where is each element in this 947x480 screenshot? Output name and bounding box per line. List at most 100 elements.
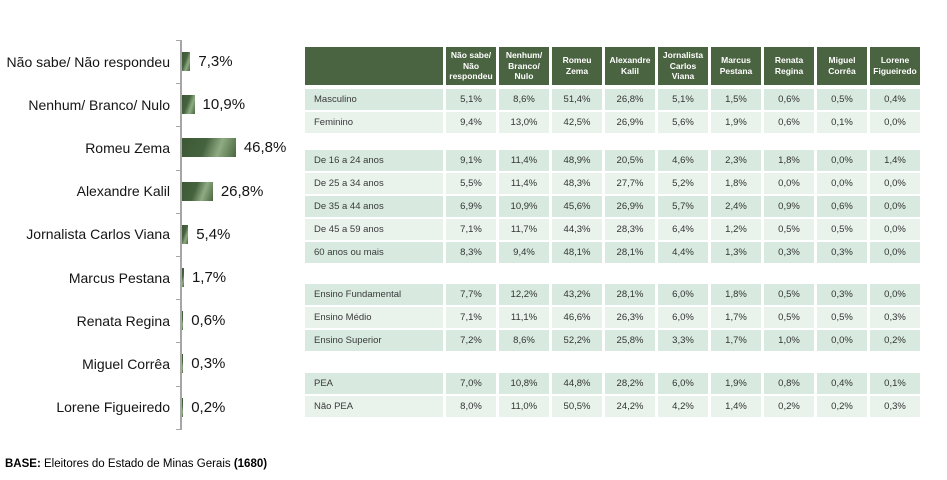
value-cell: 0,0% [870,284,920,305]
table-row: Não PEA 8,0% 11,0% 50,5% 24,2% 4,2% 1,4% 0,2% 0,… [305,396,920,417]
value-label: 0,3% [191,355,226,373]
bar [182,138,236,158]
category-label: Não sabe/ Não respondeu [6,53,170,70]
value-cell: 28,1% [605,242,655,263]
value-cell: 0,5% [817,307,867,328]
value-cell: 0,3% [764,242,814,263]
value-cell: 7,1% [446,219,496,240]
value-cell: 6,0% [658,373,708,394]
value-cell: 44,3% [552,219,602,240]
value-cell: 7,0% [446,373,496,394]
value-cell: 0,8% [764,373,814,394]
value-cell: 51,4% [552,89,602,110]
category-label: Nenhum/ Branco/ Nulo [28,96,170,113]
value-cell: 0,2% [817,396,867,417]
bar [182,268,184,288]
bar [182,397,184,417]
value-cell: 1,7% [711,307,761,328]
bar-row: Lorene Figueiredo 0,2% [0,386,305,429]
value-cell: 4,2% [658,396,708,417]
value-cell: 11,7% [499,219,549,240]
value-cell: 0,0% [764,173,814,194]
value-cell: 20,5% [605,150,655,171]
base-text: Eleitores do Estado de Minas Gerais [40,458,234,470]
value-cell: 2,3% [711,150,761,171]
axis-tick [176,83,182,85]
row-label-cell: Ensino Superior [305,330,443,351]
row-label-cell: De 16 a 24 anos [305,150,443,171]
value-cell: 0,5% [764,219,814,240]
value-cell: 42,5% [552,112,602,133]
value-label: 0,2% [191,398,226,416]
value-cell: 0,9% [764,196,814,217]
value-cell: 6,9% [446,196,496,217]
value-cell: 11,1% [499,307,549,328]
column-header-cell: Renata Regina [764,47,814,85]
table-row: Ensino Superior 7,2% 8,6% 52,2% 25,8% 3,3% 1,7… [305,330,920,351]
base-label: BASE: [5,458,41,470]
value-cell: 28,2% [605,373,655,394]
value-cell: 11,4% [499,150,549,171]
value-cell: 11,4% [499,173,549,194]
category-label: Alexandre Kalil [76,183,170,200]
row-label-cell: Ensino Médio [305,307,443,328]
value-label: 26,8% [220,182,264,200]
header-corner-cell [305,47,443,85]
value-cell: 0,5% [817,219,867,240]
category-label: Lorene Figueiredo [56,399,170,416]
bar [182,311,184,331]
value-cell: 9,4% [446,112,496,133]
value-cell: 1,3% [711,242,761,263]
value-cell: 28,1% [605,284,655,305]
row-label-cell: De 45 a 59 anos [305,219,443,240]
value-cell: 12,2% [499,284,549,305]
value-cell: 8,0% [446,396,496,417]
chart-axis-line [180,40,182,429]
value-cell: 1,7% [711,330,761,351]
axis-tick [176,385,182,387]
category-label: Renata Regina [76,312,170,329]
value-cell: 6,0% [658,284,708,305]
column-header-cell: Alexandre Kalil [605,47,655,85]
value-cell: 0,6% [764,112,814,133]
row-label-cell: De 25 a 34 anos [305,173,443,194]
value-cell: 5,6% [658,112,708,133]
value-cell: 5,5% [446,173,496,194]
bar-row: Alexandre Kalil 26,8% [0,170,305,213]
value-cell: 8,3% [446,242,496,263]
value-cell: 26,3% [605,307,655,328]
value-cell: 0,0% [817,150,867,171]
axis-tick [176,428,182,430]
value-cell: 1,5% [711,89,761,110]
table-row: Ensino Fundamental 7,7% 12,2% 43,2% 28,1% 6,0… [305,284,920,305]
value-cell: 52,2% [552,330,602,351]
row-label-cell: 60 anos ou mais [305,242,443,263]
value-cell: 46,6% [552,307,602,328]
column-header-cell: Jornalista Carlos Viana [658,47,708,85]
value-cell: 5,1% [658,89,708,110]
category-label: Miguel Corrêa [82,355,170,372]
value-cell: 7,7% [446,284,496,305]
crosstab-table: Não sabe/ Não respondeu Nenhum/ Branco/ N… [305,47,920,419]
value-cell: 26,9% [605,196,655,217]
value-cell: 0,1% [817,112,867,133]
value-cell: 1,8% [764,150,814,171]
value-label: 10,9% [202,96,246,114]
value-cell: 0,3% [870,396,920,417]
section-spacer [305,265,920,284]
value-cell: 0,4% [817,373,867,394]
value-cell: 1,4% [870,150,920,171]
value-cell: 9,4% [499,242,549,263]
category-label: Romeu Zema [85,139,170,156]
value-cell: 6,4% [658,219,708,240]
value-cell: 0,0% [870,173,920,194]
table-row: Masculino 5,1% 8,6% 51,4% 26,8% 5,1% 1,5% 0,6% 0… [305,89,920,110]
value-cell: 27,7% [605,173,655,194]
bar [182,95,195,115]
value-cell: 7,2% [446,330,496,351]
row-label-cell: Ensino Fundamental [305,284,443,305]
value-cell: 26,8% [605,89,655,110]
value-cell: 0,2% [764,396,814,417]
bar-chart-rows: Não sabe/ Não respondeu 7,3% Nenhum/ Branc… [0,40,305,429]
